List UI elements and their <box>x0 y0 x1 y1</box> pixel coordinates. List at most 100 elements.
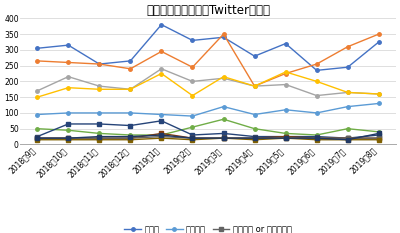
腰痛 <box>345 91 350 94</box>
美肌 <box>283 72 288 75</box>
美肌 <box>35 59 40 62</box>
冷え性 or 冷え症 <box>35 137 40 140</box>
疲労回復 <box>252 113 257 116</box>
Line: 神経痛: 神経痛 <box>36 132 380 140</box>
腰痛 <box>252 85 257 88</box>
関節痛 <box>159 137 164 140</box>
美肌 <box>66 61 71 64</box>
腰痛 <box>159 72 164 75</box>
肌荒れ <box>159 134 164 136</box>
関節痛 <box>128 138 133 141</box>
肩こり <box>376 93 381 95</box>
神経痛 <box>128 137 133 140</box>
肩こり <box>35 89 40 92</box>
腰痛 <box>35 96 40 99</box>
角質 <box>376 134 381 136</box>
腰痛 <box>128 88 133 91</box>
リウマチ or リュウマチ <box>314 137 319 140</box>
肌荒れ <box>97 132 102 135</box>
腰痛 <box>376 93 381 95</box>
冷え性 or 冷え症 <box>190 137 195 140</box>
筋肉痛 <box>66 44 71 47</box>
筋肉痛 <box>97 63 102 65</box>
リウマチ or リュウマチ <box>221 137 226 140</box>
リウマチ or リュウマチ <box>345 137 350 140</box>
筋肉痛 <box>283 42 288 45</box>
冷え性 or 冷え症 <box>159 134 164 136</box>
Line: 角質: 角質 <box>36 119 380 140</box>
関節痛 <box>376 138 381 141</box>
肌荒れ <box>314 134 319 136</box>
リウマチ or リュウマチ <box>159 135 164 138</box>
肩こり <box>97 85 102 88</box>
美肌 <box>252 85 257 88</box>
肌荒れ <box>252 127 257 130</box>
疲労回復 <box>314 112 319 114</box>
Line: 腰痛: 腰痛 <box>36 70 380 99</box>
リウマチ or リュウマチ <box>35 137 40 140</box>
神経痛 <box>345 137 350 140</box>
関節痛 <box>35 138 40 141</box>
肩こり <box>159 67 164 70</box>
Line: 疲労回復: 疲労回復 <box>36 102 380 118</box>
冷え性 or 冷え症 <box>128 135 133 138</box>
角質 <box>283 135 288 138</box>
Line: 冷え性 or 冷え症: 冷え性 or 冷え症 <box>36 132 380 141</box>
疲労回復 <box>35 113 40 116</box>
リウマチ or リュウマチ <box>66 137 71 140</box>
筋肉痛 <box>128 59 133 62</box>
疲労回復 <box>190 115 195 117</box>
角質 <box>190 134 195 136</box>
関節痛 <box>252 138 257 141</box>
リウマチ or リュウマチ <box>97 137 102 140</box>
疲労回復 <box>376 102 381 105</box>
角質 <box>97 123 102 125</box>
冷え性 or 冷え症 <box>314 137 319 140</box>
肌荒れ <box>128 134 133 136</box>
筋肉痛 <box>190 39 195 42</box>
神経痛 <box>159 132 164 135</box>
Line: 美肌: 美肌 <box>36 32 380 88</box>
Legend: 筋肉痛, 美肌, 肩こり, 腰痛, 疲労回復, 肌荒れ, 角質, 神経痛, リウマチ or リュウマチ, 関節痛, 冷え性 or 冷え症: 筋肉痛, 美肌, 肩こり, 腰痛, 疲労回復, 肌荒れ, 角質, 神経痛, リウ… <box>121 222 295 233</box>
冷え性 or 冷え症 <box>345 138 350 141</box>
神経痛 <box>221 137 226 140</box>
美肌 <box>314 63 319 65</box>
Line: 筋肉痛: 筋肉痛 <box>36 23 380 72</box>
リウマチ or リュウマチ <box>252 137 257 140</box>
美肌 <box>128 67 133 70</box>
関節痛 <box>345 138 350 141</box>
疲労回復 <box>345 105 350 108</box>
冷え性 or 冷え症 <box>97 135 102 138</box>
リウマチ or リュウマチ <box>190 137 195 140</box>
神経痛 <box>66 137 71 140</box>
肌荒れ <box>190 126 195 129</box>
腰痛 <box>314 80 319 83</box>
腰痛 <box>66 86 71 89</box>
リウマチ or リュウマチ <box>376 137 381 140</box>
神経痛 <box>283 135 288 138</box>
腰痛 <box>221 75 226 78</box>
筋肉痛 <box>252 55 257 58</box>
疲労回復 <box>66 112 71 114</box>
神経痛 <box>35 137 40 140</box>
疲労回復 <box>283 108 288 111</box>
肩こり <box>283 83 288 86</box>
疲労回復 <box>97 112 102 114</box>
筋肉痛 <box>159 23 164 26</box>
角質 <box>221 132 226 135</box>
筋肉痛 <box>345 66 350 69</box>
関節痛 <box>190 138 195 141</box>
冷え性 or 冷え症 <box>283 137 288 140</box>
肩こり <box>314 94 319 97</box>
美肌 <box>345 45 350 48</box>
関節痛 <box>314 138 319 141</box>
肌荒れ <box>283 132 288 135</box>
筋肉痛 <box>35 47 40 50</box>
肌荒れ <box>376 130 381 133</box>
角質 <box>159 120 164 122</box>
関節痛 <box>66 138 71 141</box>
角質 <box>128 124 133 127</box>
肩こり <box>66 75 71 78</box>
神経痛 <box>97 137 102 140</box>
Title: 温泉＋効能に関するTwitter投稿数: 温泉＋効能に関するTwitter投稿数 <box>146 4 270 17</box>
